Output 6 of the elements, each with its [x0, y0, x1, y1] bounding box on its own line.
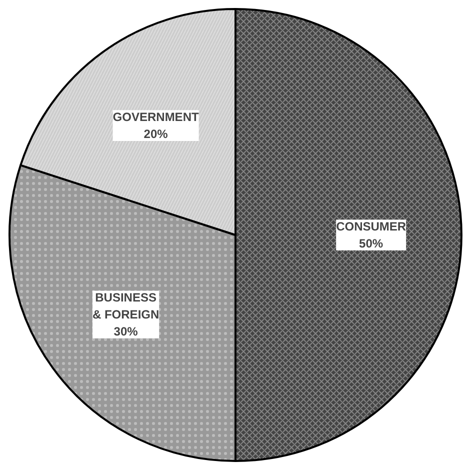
data-label: 30% — [114, 324, 138, 338]
slice-label: GOVERNMENT — [112, 110, 200, 124]
slice-label: CONSUMER — [336, 220, 406, 234]
data-label: 50% — [359, 236, 384, 250]
data-label: 20% — [144, 126, 168, 141]
slice-label: BUSINESS & FOREIGN — [92, 290, 160, 322]
